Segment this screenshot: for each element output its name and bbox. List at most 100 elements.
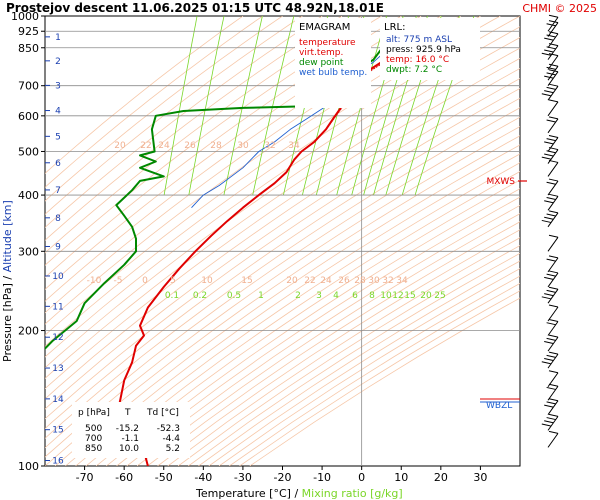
table-cell: -4.4: [162, 434, 180, 444]
table-cell: -15.2: [116, 424, 139, 434]
table-cell: 700: [85, 434, 102, 444]
grid-lines: [45, 16, 520, 466]
dry-adiabat-line: [45, 78, 520, 410]
altitude-tick-label: 6: [55, 159, 61, 169]
table-cell: 850: [85, 444, 102, 454]
wind-barb: [541, 43, 559, 60]
wind-barb: [541, 83, 559, 101]
dry-adiabat-label: 10: [201, 276, 213, 286]
y-tick-label: 300: [18, 245, 39, 258]
lrl-dwpt: dwpt: 7.2 °C: [386, 65, 442, 75]
table-header-t: T: [124, 408, 131, 418]
dry-adiabat-label: 24: [158, 141, 170, 151]
y-tick-label: 1000: [11, 10, 39, 23]
dry-adiabat-line: [45, 135, 520, 466]
x-tick-label: 0: [358, 471, 365, 484]
wind-barb: [546, 178, 559, 196]
mixing-ratio-label: 1: [258, 291, 264, 301]
wind-barb: [547, 234, 559, 252]
table-header-td: Td [°C]: [146, 408, 179, 418]
wind-barb: [541, 210, 559, 228]
dry-adiabat-label: 32: [382, 276, 393, 286]
x-tick-label: -20: [274, 471, 292, 484]
x-tick-label: -50: [155, 471, 173, 484]
altitude-tick-label: 10: [52, 272, 64, 282]
y-axis-label-alt: Altitude [km]: [1, 200, 14, 272]
wind-barb: [547, 304, 559, 322]
dry-adiabat-label: 0: [142, 276, 148, 286]
lrl-box: [380, 18, 480, 80]
legend-item-dew-point: dew point: [299, 58, 344, 68]
wind-barb: [547, 159, 559, 177]
dry-adiabat-label: 26: [184, 141, 196, 151]
table-cell: 5.2: [166, 444, 180, 454]
dry-adiabat-line: [85, 171, 520, 466]
altitude-tick-label: 3: [55, 81, 61, 91]
lrl-alt: alt: 775 m ASL: [386, 35, 452, 45]
dry-adiabat-label: 30: [237, 141, 249, 151]
table-cell: 10.0: [119, 444, 139, 454]
mxws-label: MXWS: [486, 177, 515, 187]
table-cell: 500: [85, 424, 102, 434]
x-tick-label: -40: [194, 471, 212, 484]
mixing-ratio-label: 20: [420, 291, 432, 301]
wind-barb: [546, 63, 559, 81]
dry-adiabat-line: [54, 144, 520, 466]
dry-adiabat-label: 28: [354, 276, 366, 286]
x-tick-label: -70: [76, 471, 94, 484]
x-tick-label: 20: [434, 471, 448, 484]
wind-barb: [547, 14, 559, 32]
dry-adiabat-line: [45, 107, 520, 439]
wind-barb: [547, 430, 559, 448]
wind-barb: [544, 270, 559, 288]
altitude-tick-label: 8: [55, 214, 61, 224]
wind-barb: [541, 147, 559, 164]
y-tick-label: 500: [18, 145, 39, 158]
x-axis-label-mix: Mixing ratio [g/kg]: [302, 487, 403, 500]
mixing-ratio-label: 0.1: [165, 291, 179, 301]
mixing-ratio-label: 6: [352, 291, 358, 301]
dry-adiabat-label: 5: [170, 276, 176, 286]
mixing-ratio-label: 0.2: [193, 291, 207, 301]
dry-adiabat-line: [218, 275, 520, 466]
y-tick-label: 100: [18, 460, 39, 473]
y-tick-label: 850: [18, 42, 39, 55]
dry-adiabat-line: [45, 116, 520, 449]
table-cell: -52.3: [157, 424, 180, 434]
altitude-tick-label: 2: [55, 57, 61, 67]
wind-barb: [544, 398, 559, 416]
chart-inline-labels: 20 22 24 26 28 30 32 34-10 -5 0 5 10 15 20 22 24 26 28 30 3…: [87, 141, 446, 301]
dry-adiabat-label: 15: [241, 276, 252, 286]
dry-adiabat-line: [45, 47, 520, 379]
wind-barb: [541, 351, 559, 369]
dry-adiabat-line: [95, 179, 520, 466]
dry-adiabat-line: [188, 252, 520, 466]
dry-adiabat-line: [65, 153, 520, 466]
table-cell: -1.1: [121, 434, 139, 444]
x-tick-label: 30: [473, 471, 487, 484]
y-tick-label: 925: [18, 25, 39, 38]
lrl-press: press: 925.9 hPa: [386, 45, 461, 55]
chart-title: Prostejov descent 11.06.2025 01:15 UTC 4…: [6, 1, 384, 15]
altitude-tick-label: 4: [55, 107, 61, 117]
dry-adiabat-label: 26: [338, 276, 350, 286]
dry-adiabat-line: [177, 245, 520, 466]
wind-barb: [544, 193, 559, 211]
dry-adiabat-label: 28: [210, 141, 222, 151]
wind-barbs: [541, 14, 559, 448]
dry-adiabat-label: -5: [114, 276, 123, 286]
dry-adiabat-label: 20: [114, 141, 126, 151]
legend-box: [295, 18, 371, 108]
x-axis-label-temp: Temperature [°C]: [195, 487, 291, 500]
wind-barb: [541, 413, 559, 431]
y-axis-label: Pressure [hPa] / Altitude [km]: [1, 200, 14, 362]
altitude-tick-label: 13: [52, 364, 63, 374]
dry-adiabat-line: [136, 213, 520, 466]
wind-barb: [547, 99, 559, 117]
altitude-tick-label: 11: [52, 302, 63, 312]
mixing-ratio-label: 4: [333, 291, 339, 301]
lrl-temp: temp: 16.0 °C: [386, 55, 449, 65]
summary-table: p [hPa] T Td [°C] 500 -15.2 -52.3 700 -1…: [78, 408, 180, 454]
dry-adiabat-line: [75, 162, 520, 466]
